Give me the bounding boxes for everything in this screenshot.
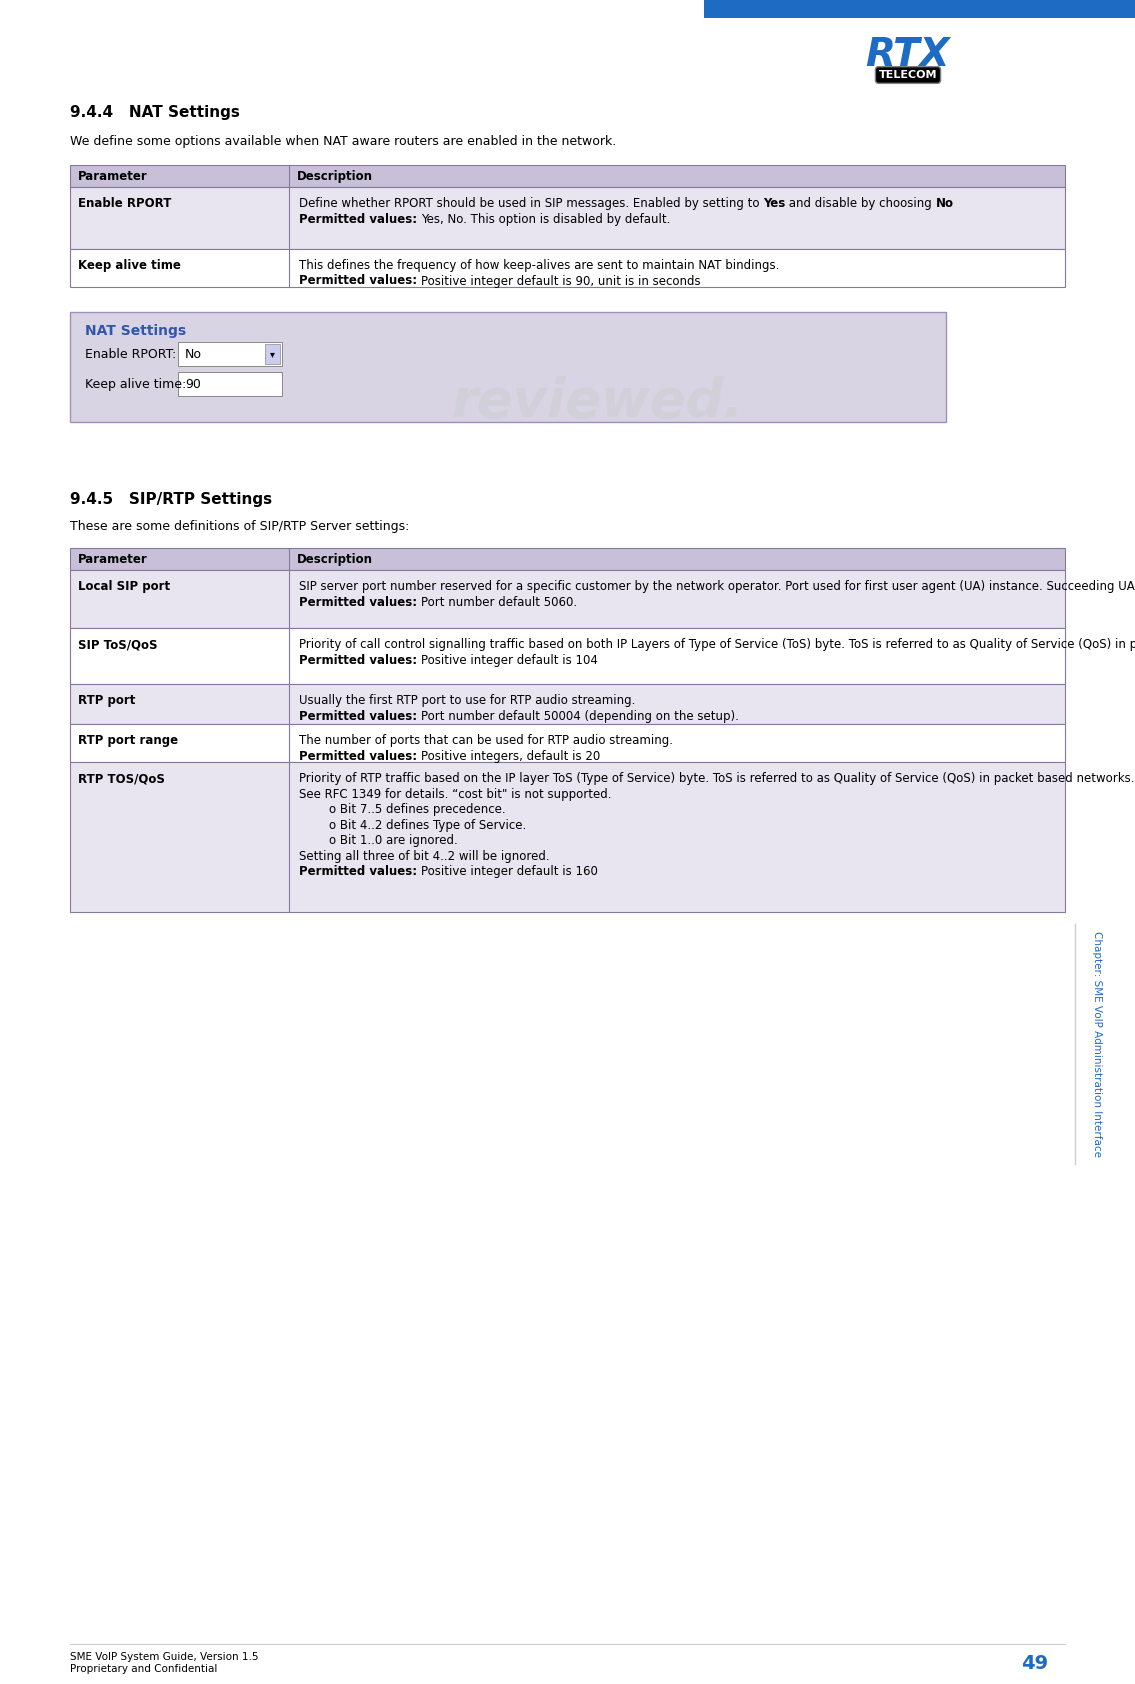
Bar xyxy=(70,761,1065,913)
Text: These are some definitions of SIP/RTP Server settings:: These are some definitions of SIP/RTP Se… xyxy=(70,520,410,534)
Text: RTP TOS/QoS: RTP TOS/QoS xyxy=(78,771,165,785)
Bar xyxy=(70,724,1065,761)
Text: 9.4.5   SIP/RTP Settings: 9.4.5 SIP/RTP Settings xyxy=(70,492,272,507)
FancyBboxPatch shape xyxy=(178,372,281,396)
Text: Permitted values:: Permitted values: xyxy=(299,653,421,667)
Text: SME VoIP System Guide, Version 1.5
Proprietary and Confidential: SME VoIP System Guide, Version 1.5 Propr… xyxy=(70,1652,259,1674)
Text: Local SIP port: Local SIP port xyxy=(78,579,170,593)
Bar xyxy=(70,569,1065,628)
Text: Keep alive time:: Keep alive time: xyxy=(85,377,186,391)
Text: Enable RPORT: Enable RPORT xyxy=(78,197,171,210)
Text: Port number default 5060.: Port number default 5060. xyxy=(421,596,578,608)
Text: Port number default 50004 (depending on the setup).: Port number default 50004 (depending on … xyxy=(421,709,739,722)
Text: reviewed.: reviewed. xyxy=(452,376,743,428)
Bar xyxy=(704,0,1135,19)
Bar xyxy=(70,187,1065,249)
Text: Permitted values:: Permitted values: xyxy=(299,596,421,608)
Text: Priority of call control signalling traffic based on both IP Layers of Type of S: Priority of call control signalling traf… xyxy=(299,638,1135,652)
Bar xyxy=(264,344,280,364)
Text: and disable by choosing: and disable by choosing xyxy=(785,197,936,210)
Text: NAT Settings: NAT Settings xyxy=(85,323,186,338)
Bar xyxy=(70,547,1065,569)
Text: Positive integer default is 160: Positive integer default is 160 xyxy=(421,866,598,877)
Text: 90: 90 xyxy=(185,377,201,391)
Text: RTP port: RTP port xyxy=(78,694,135,707)
Text: Permitted values:: Permitted values: xyxy=(299,212,421,226)
Text: See RFC 1349 for details. “cost bit" is not supported.: See RFC 1349 for details. “cost bit" is … xyxy=(299,788,612,800)
Text: RTP port range: RTP port range xyxy=(78,734,178,748)
Text: Usually the first RTP port to use for RTP audio streaming.: Usually the first RTP port to use for RT… xyxy=(299,694,636,707)
Text: ▾: ▾ xyxy=(270,349,275,359)
Text: TELECOM: TELECOM xyxy=(878,71,938,81)
Bar xyxy=(70,249,1065,286)
Text: Permitted values:: Permitted values: xyxy=(299,274,421,288)
Text: Description: Description xyxy=(297,552,373,566)
Text: RTX: RTX xyxy=(866,35,950,74)
Text: Parameter: Parameter xyxy=(78,552,148,566)
Bar xyxy=(70,684,1065,724)
Text: Positive integer default is 104: Positive integer default is 104 xyxy=(421,653,598,667)
Text: We define some options available when NAT aware routers are enabled in the netwo: We define some options available when NA… xyxy=(70,135,616,148)
Text: Permitted values:: Permitted values: xyxy=(299,866,421,877)
Text: No: No xyxy=(185,347,202,360)
Text: Priority of RTP traffic based on the IP layer ToS (Type of Service) byte. ToS is: Priority of RTP traffic based on the IP … xyxy=(299,771,1134,785)
Text: Description: Description xyxy=(297,170,373,182)
Text: Parameter: Parameter xyxy=(78,170,148,182)
Text: Keep alive time: Keep alive time xyxy=(78,259,180,273)
Text: Setting all three of bit 4..2 will be ignored.: Setting all three of bit 4..2 will be ig… xyxy=(299,849,549,862)
Text: Permitted values:: Permitted values: xyxy=(299,709,421,722)
Bar xyxy=(70,165,1065,187)
Text: Chapter: SME VoIP Administration Interface: Chapter: SME VoIP Administration Interfa… xyxy=(1092,931,1102,1157)
Text: The number of ports that can be used for RTP audio streaming.: The number of ports that can be used for… xyxy=(299,734,673,748)
Text: o Bit 1..0 are ignored.: o Bit 1..0 are ignored. xyxy=(299,834,457,847)
Text: Yes, No. This option is disabled by default.: Yes, No. This option is disabled by defa… xyxy=(421,212,671,226)
Text: o Bit 4..2 defines Type of Service.: o Bit 4..2 defines Type of Service. xyxy=(299,818,527,832)
Text: o Bit 7..5 defines precedence.: o Bit 7..5 defines precedence. xyxy=(299,803,505,817)
Text: Yes: Yes xyxy=(763,197,785,210)
Bar xyxy=(70,312,945,423)
Text: No: No xyxy=(936,197,953,210)
Text: Define whether RPORT should be used in SIP messages. Enabled by setting to: Define whether RPORT should be used in S… xyxy=(299,197,763,210)
Text: 49: 49 xyxy=(1022,1654,1049,1672)
Text: SIP ToS/QoS: SIP ToS/QoS xyxy=(78,638,158,652)
Text: This defines the frequency of how keep-alives are sent to maintain NAT bindings.: This defines the frequency of how keep-a… xyxy=(299,259,780,273)
Text: Positive integers, default is 20: Positive integers, default is 20 xyxy=(421,749,600,763)
Bar xyxy=(70,628,1065,684)
Text: Enable RPORT:: Enable RPORT: xyxy=(85,347,176,360)
Text: SIP server port number reserved for a specific customer by the network operator.: SIP server port number reserved for a sp… xyxy=(299,579,1135,593)
Text: 9.4.4   NAT Settings: 9.4.4 NAT Settings xyxy=(70,104,239,120)
Text: Positive integer default is 90, unit is in seconds: Positive integer default is 90, unit is … xyxy=(421,274,700,288)
Text: Permitted values:: Permitted values: xyxy=(299,749,421,763)
FancyBboxPatch shape xyxy=(178,342,281,365)
